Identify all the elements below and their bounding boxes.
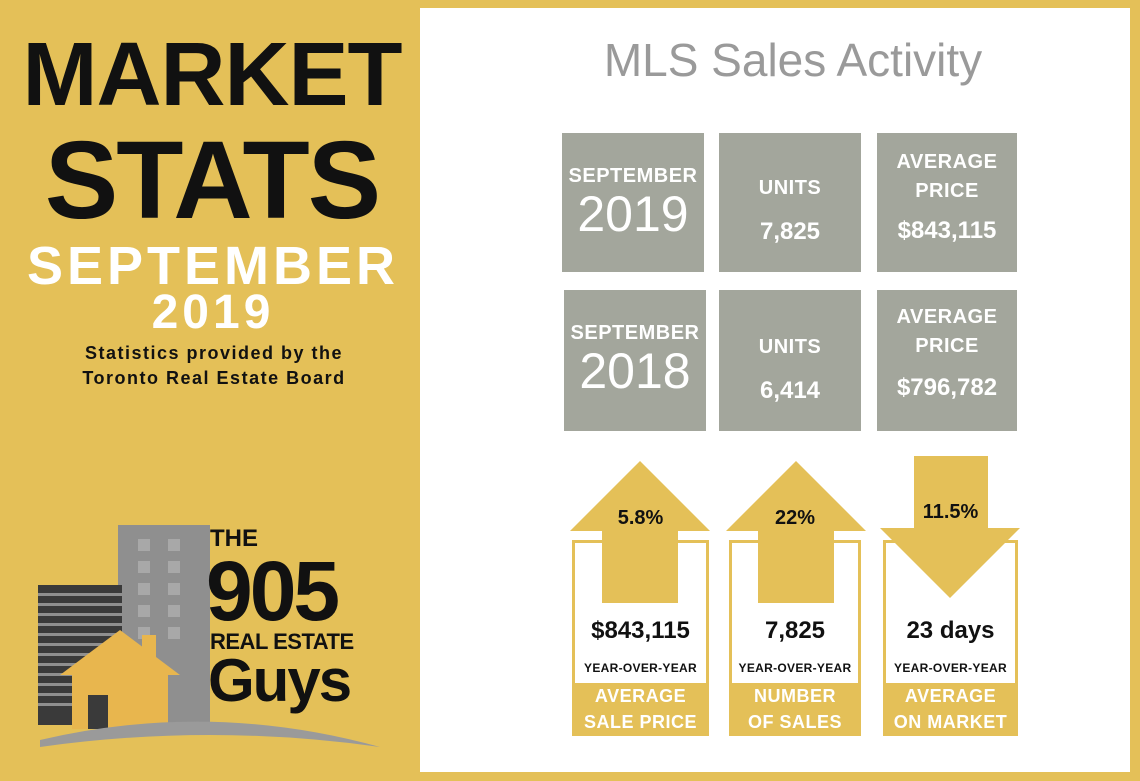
stat-yoy: YEAR-OVER-YEAR bbox=[738, 661, 852, 675]
source-note-line1: Statistics provided by the bbox=[84, 343, 344, 363]
stat-value: $843,115 bbox=[591, 617, 690, 644]
logo-real-estate: REAL ESTATE bbox=[210, 629, 354, 654]
stat-value: 23 days bbox=[906, 617, 995, 644]
period-label: SEPTEMBER bbox=[570, 322, 700, 344]
logo-graphic bbox=[38, 525, 380, 747]
stat-yoy: YEAR-OVER-YEAR bbox=[894, 661, 1007, 675]
period-box-2019: SEPTEMBER 2019 bbox=[562, 133, 704, 272]
stat-caption-1: AVERAGE bbox=[594, 686, 687, 706]
company-logo: THE 905 REAL ESTATE Guys bbox=[30, 525, 400, 760]
up-arrow-icon bbox=[570, 461, 710, 603]
logo-number: 905 bbox=[206, 544, 340, 638]
stat-pct: 11.5% bbox=[922, 501, 979, 523]
stat-value: 7,825 bbox=[764, 617, 826, 644]
stat-caption: AVERAGE SALE PRICE bbox=[572, 683, 709, 736]
price-value: $843,115 bbox=[897, 217, 997, 244]
stat-caption-1: NUMBER bbox=[754, 686, 836, 706]
logo-guys: Guys bbox=[208, 647, 352, 714]
price-label-1: AVERAGE bbox=[896, 151, 998, 173]
stat-caption: NUMBER OF SALES bbox=[729, 683, 861, 736]
logo-the: THE bbox=[210, 525, 258, 552]
period-year: 2019 bbox=[577, 186, 689, 242]
units-value: 6,414 bbox=[759, 377, 821, 404]
source-note-line2: Toronto Real Estate Board bbox=[82, 368, 346, 388]
stat-caption-2: ON MARKET bbox=[893, 712, 1008, 732]
units-label: UNITS bbox=[758, 336, 822, 358]
down-arrow-icon bbox=[880, 456, 1020, 598]
title-stats: STATS bbox=[44, 119, 381, 242]
stat-caption-1: AVERAGE bbox=[904, 686, 997, 706]
price-label-2: PRICE bbox=[915, 335, 979, 357]
units-value: 7,825 bbox=[759, 218, 821, 245]
price-value: $796,782 bbox=[896, 374, 998, 401]
period-year: 2018 bbox=[579, 343, 691, 399]
stat-caption-2: SALE PRICE bbox=[583, 712, 698, 732]
up-arrow-icon bbox=[726, 461, 866, 603]
stat-pct: 5.8% bbox=[617, 507, 664, 529]
stat-caption-2: OF SALES bbox=[747, 712, 842, 732]
price-box-2019: AVERAGE PRICE $843,115 bbox=[877, 133, 1017, 272]
price-label-2: PRICE bbox=[915, 180, 979, 202]
period-box-2018: SEPTEMBER 2018 bbox=[564, 290, 706, 431]
stat-yoy: YEAR-OVER-YEAR bbox=[584, 661, 697, 675]
title-market: MARKET bbox=[22, 25, 403, 125]
source-note: Statistics provided by the Toronto Real … bbox=[14, 341, 414, 391]
units-label: UNITS bbox=[758, 177, 822, 199]
stat-caption: AVERAGE ON MARKET bbox=[883, 683, 1018, 736]
units-box-2018: UNITS 6,414 bbox=[719, 290, 861, 431]
stat-pct: 22% bbox=[774, 507, 816, 529]
units-box-2019: UNITS 7,825 bbox=[719, 133, 861, 272]
page-heading: MLS Sales Activity bbox=[603, 34, 983, 86]
title-month: SEPTEMBER bbox=[26, 236, 400, 296]
title-year: 2019 bbox=[151, 286, 275, 339]
price-label-1: AVERAGE bbox=[896, 306, 998, 328]
period-label: SEPTEMBER bbox=[568, 165, 698, 187]
price-box-2018: AVERAGE PRICE $796,782 bbox=[877, 290, 1017, 431]
